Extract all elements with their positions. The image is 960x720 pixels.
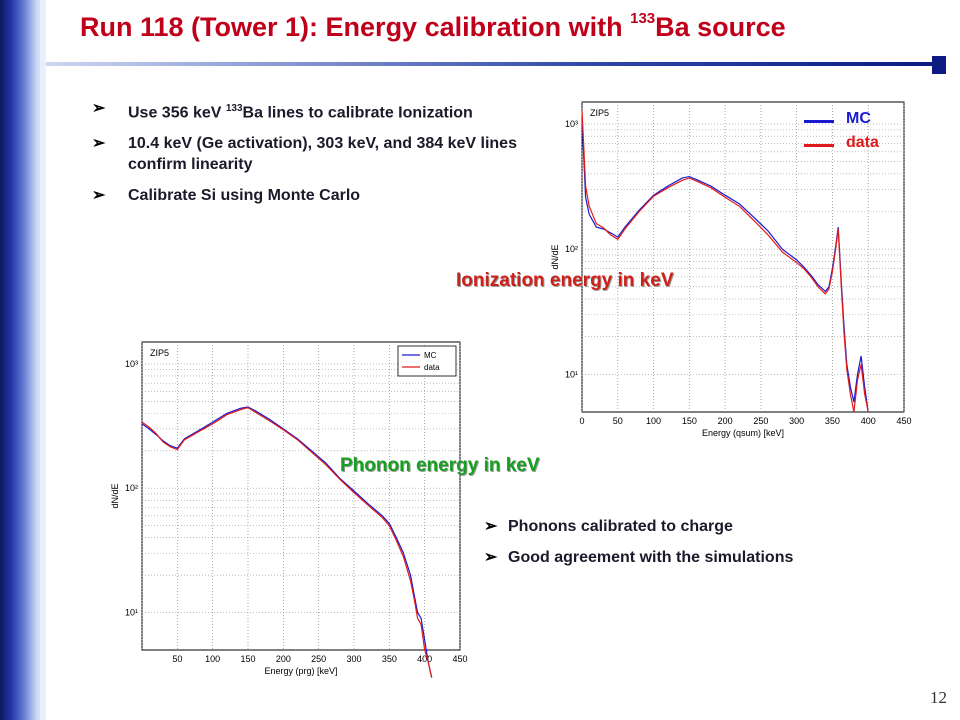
ionization-callout: Ionization energy in keV [456,270,674,291]
bullet-item: ➢ Calibrate Si using Monte Carlo [92,187,361,205]
x-tick-label: 450 [896,416,911,426]
bullet-item: ➢ Good agreement with the simulations [484,549,794,566]
panel-label: ZIP5 [590,108,609,118]
y-tick-label: 10³ [565,119,578,129]
x-tick-label: 350 [382,654,397,664]
x-tick-label: 250 [311,654,326,664]
y-tick-label: 10² [125,483,138,493]
legend-data-swatch [804,144,834,147]
y-tick-label: 10¹ [125,608,138,618]
x-tick-label: 300 [346,654,361,664]
series-line-data [581,109,869,413]
bottom-bullet-list: ➢ Phonons calibrated to charge ➢ Good ag… [484,516,904,578]
arrow-bullet-icon: ➢ [484,518,498,535]
y-axis-label: dN/dE [110,483,120,508]
bullet-item: ➢ Use 356 keV 133Ba lines to calibrate I… [92,100,473,122]
phonon-chart-svg: 50 100 150 200 250 300 350 400 450 10¹ 10² 10³ Energ… [110,341,468,678]
title-text-end: Ba source [655,12,786,42]
x-tick-label: 100 [205,654,220,664]
arrow-bullet-icon: ➢ [92,135,106,153]
title-superscript: 133 [630,10,656,27]
x-tick-label: 150 [682,416,697,426]
sidebar-edge [40,0,46,720]
phonon-chart: 50 100 150 200 250 300 350 400 450 10¹ 10² 10³ Energ… [88,316,490,692]
phonon-callout: Phonon energy in keV [340,455,540,476]
x-tick-label: 100 [646,416,661,426]
ionization-chart: 0 50 100 150 200 250 300 350 400 450 10¹ 10² 10³ Ener… [548,92,930,440]
title-corner-block [932,56,946,74]
legend-label: MC [424,351,437,360]
slide-title: Run 118 (Tower 1): Energy calibration wi… [80,10,786,43]
x-tick-label: 400 [861,416,876,426]
x-axis-label: Energy (qsum) [keV] [702,428,784,438]
x-tick-label: 0 [579,416,584,426]
page-number: 12 [930,688,947,707]
x-axis-label: Energy (prg) [keV] [264,666,337,676]
series-line-data [141,406,433,678]
ionization-chart-svg: 0 50 100 150 200 250 300 350 400 450 10¹ 10² 10³ Ener… [550,101,912,438]
y-tick-label: 10³ [125,359,138,369]
x-tick-label: 400 [417,654,432,664]
x-tick-label: 200 [276,654,291,664]
arrow-bullet-icon: ➢ [92,187,106,205]
x-tick-label: 450 [452,654,467,664]
sidebar-gradient [0,0,46,720]
chart-legend-box [397,345,457,377]
title-rule [46,62,946,66]
arrow-bullet-icon: ➢ [484,549,498,566]
x-tick-label: 350 [825,416,840,426]
x-tick-label: 50 [613,416,623,426]
panel-label: ZIP5 [150,348,169,358]
y-tick-label: 10¹ [565,369,578,379]
x-tick-label: 200 [718,416,733,426]
x-tick-label: 150 [240,654,255,664]
legend-data-label: data [846,134,879,151]
top-bullet-list: ➢ Use 356 keV 133Ba lines to calibrate I… [92,98,522,216]
legend-mc-label: MC [846,110,871,127]
y-tick-label: 10² [565,244,578,254]
legend-mc-swatch [804,120,834,123]
x-tick-label: 250 [753,416,768,426]
plot-area [581,101,905,413]
plot-area [141,341,461,651]
x-tick-label: 300 [789,416,804,426]
series-line-mc [141,406,433,678]
bullet-item: ➢ Phonons calibrated to charge [484,518,733,535]
bullet-item: ➢ 10.4 keV (Ge activation), 303 keV, and… [92,135,517,174]
arrow-bullet-icon: ➢ [92,100,106,117]
legend-label: data [424,363,440,372]
y-axis-label: dN/dE [550,244,560,269]
title-text: Run 118 (Tower 1): Energy calibration wi… [80,12,631,42]
x-tick-label: 50 [172,654,182,664]
